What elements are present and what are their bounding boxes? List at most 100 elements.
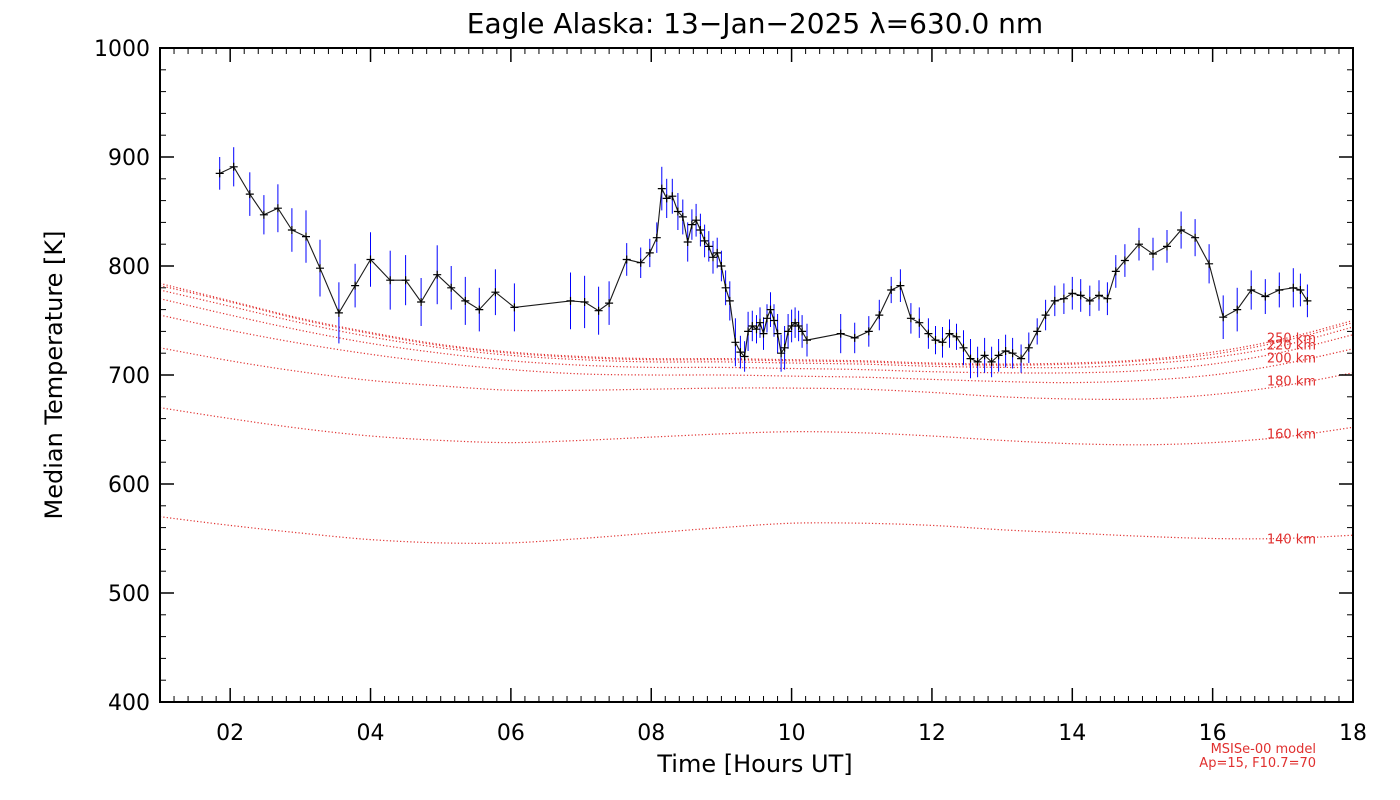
model-curve-label: 140 km [1267, 533, 1316, 548]
data-point [1303, 296, 1312, 305]
model-note: MSISe-00 model [1211, 742, 1316, 757]
data-point [447, 283, 456, 292]
data-point [668, 192, 677, 201]
data-point [980, 351, 989, 360]
y-tick-label: 400 [108, 691, 150, 716]
data-point [1205, 259, 1214, 268]
data-point [662, 194, 671, 203]
data-point [645, 248, 654, 257]
data-point [756, 318, 764, 327]
data-point [924, 329, 933, 338]
data-point [386, 276, 395, 285]
x-tick-label: 08 [637, 721, 665, 746]
data-point [657, 184, 666, 193]
data-point [673, 207, 682, 216]
data-point [401, 276, 410, 285]
data-point [1024, 343, 1033, 352]
data-point [938, 338, 947, 347]
model-curve-label: 180 km [1267, 375, 1316, 390]
data-point [1111, 267, 1120, 276]
data-point [594, 306, 603, 315]
data-point [1296, 286, 1305, 294]
x-axis-label: Time [Hours UT] [656, 750, 852, 778]
data-point [713, 248, 722, 257]
chart-title: Eagle Alaska: 13−Jan−2025 λ=630.0 nm [467, 7, 1043, 40]
data-point [433, 270, 442, 279]
data-point [1233, 305, 1242, 314]
y-tick-label: 700 [108, 364, 150, 389]
data-point [875, 311, 884, 320]
model-curve-label: 220 km [1267, 339, 1316, 354]
data-point [1219, 313, 1228, 322]
error-bars [219, 147, 1308, 379]
data-point [1076, 291, 1085, 300]
data-point [636, 258, 645, 267]
data-point [798, 327, 807, 336]
data-point [334, 308, 343, 317]
model-curve [159, 516, 1354, 544]
data-point [1068, 289, 1077, 298]
data-point [864, 327, 873, 336]
data-point [696, 226, 705, 234]
data-point [945, 329, 954, 338]
data-point [887, 286, 896, 294]
axis-ticks [159, 47, 1354, 703]
data-point [461, 296, 470, 305]
data-point [803, 336, 811, 345]
model-curve [159, 282, 1354, 365]
model-curve-label: 200 km [1267, 352, 1316, 367]
model-curves [159, 282, 1354, 544]
data-point [952, 332, 961, 341]
data-point [491, 288, 500, 297]
data-point [1017, 354, 1026, 363]
data-point [678, 212, 687, 221]
data-point [417, 298, 426, 306]
data-point [773, 329, 782, 338]
data-point [580, 298, 589, 306]
data-point [709, 253, 717, 262]
data-point [1059, 294, 1068, 303]
model-curve [159, 298, 1354, 374]
data-point [1261, 292, 1270, 301]
data-point [259, 210, 268, 219]
data-point [731, 338, 740, 347]
data-point [906, 314, 915, 323]
data-point [704, 242, 713, 251]
data-point [915, 318, 924, 327]
data-point [1163, 242, 1171, 251]
data-point [1050, 296, 1059, 305]
data-point [836, 329, 845, 338]
model-curve [159, 347, 1354, 400]
data-point [683, 238, 692, 246]
x-tick-label: 10 [778, 721, 806, 746]
data-point [740, 352, 749, 361]
data-point [273, 204, 282, 213]
data-point [351, 281, 360, 290]
data-point [994, 351, 1003, 360]
data-point [973, 357, 982, 366]
data-point [1008, 349, 1017, 358]
data-point [794, 322, 803, 330]
y-axis-label: Median Temperature [K] [40, 230, 68, 519]
x-tick-label: 14 [1058, 721, 1086, 746]
data-point [366, 255, 375, 264]
y-tick-label: 600 [108, 473, 150, 498]
data-point [245, 190, 254, 199]
data-point [748, 322, 757, 330]
data-point [1247, 286, 1256, 294]
data-point [1120, 256, 1129, 265]
data-point [287, 226, 296, 234]
x-tick-label: 12 [918, 721, 946, 746]
data-point [316, 264, 324, 273]
data-point [687, 220, 696, 229]
data-point [780, 343, 789, 352]
data-point [1191, 233, 1200, 242]
data-point [229, 162, 238, 171]
data-point [736, 348, 745, 357]
data-point [850, 333, 859, 342]
data-point [744, 327, 753, 336]
data-point [692, 216, 701, 225]
plot-frame [159, 47, 1354, 703]
data-point [302, 232, 310, 241]
